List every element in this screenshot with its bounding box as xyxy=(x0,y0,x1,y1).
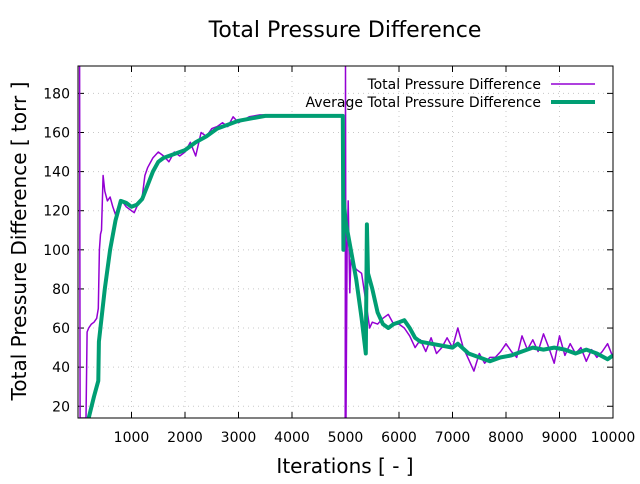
chart-title: Total Pressure Difference xyxy=(208,18,482,43)
y-tick-label: 120 xyxy=(43,204,70,220)
y-tick-label: 60 xyxy=(52,321,70,337)
x-tick-label: 10000 xyxy=(591,430,636,446)
y-tick-label: 140 xyxy=(43,165,70,181)
plot-border xyxy=(77,65,614,419)
y-tick-label: 40 xyxy=(52,360,70,376)
x-tick-label: 8000 xyxy=(488,430,524,446)
x-axis-label: Iterations [ - ] xyxy=(276,454,413,478)
y-tick-label: 20 xyxy=(52,399,70,415)
x-tick-label: 5000 xyxy=(328,430,364,446)
y-tick-label: 100 xyxy=(43,243,70,259)
x-tick-label: 4000 xyxy=(274,430,310,446)
y-tick-label: 160 xyxy=(43,125,70,141)
x-tick-label: 3000 xyxy=(221,430,257,446)
y-axis-label: Total Pressure Difference [ torr ] xyxy=(7,82,31,402)
legend-label-0: Total Pressure Difference xyxy=(366,77,541,93)
ticks: 1000 2000 3000 4000 5000 6000 7000 8000 9000 1000… xyxy=(43,66,635,446)
x-tick-label: 9000 xyxy=(542,430,578,446)
x-tick-label: 6000 xyxy=(381,430,417,446)
legend: Total Pressure Difference Average Total … xyxy=(306,77,595,111)
series-line-1 xyxy=(86,113,613,418)
y-tick-label: 180 xyxy=(43,86,70,102)
x-tick-label: 7000 xyxy=(435,430,471,446)
x-tick-label: 2000 xyxy=(167,430,203,446)
plot-area xyxy=(78,66,613,418)
legend-label-1: Average Total Pressure Difference xyxy=(306,95,542,111)
series-line-0 xyxy=(78,66,613,418)
y-tick-label: 80 xyxy=(52,282,70,298)
x-tick-label: 1000 xyxy=(114,430,150,446)
